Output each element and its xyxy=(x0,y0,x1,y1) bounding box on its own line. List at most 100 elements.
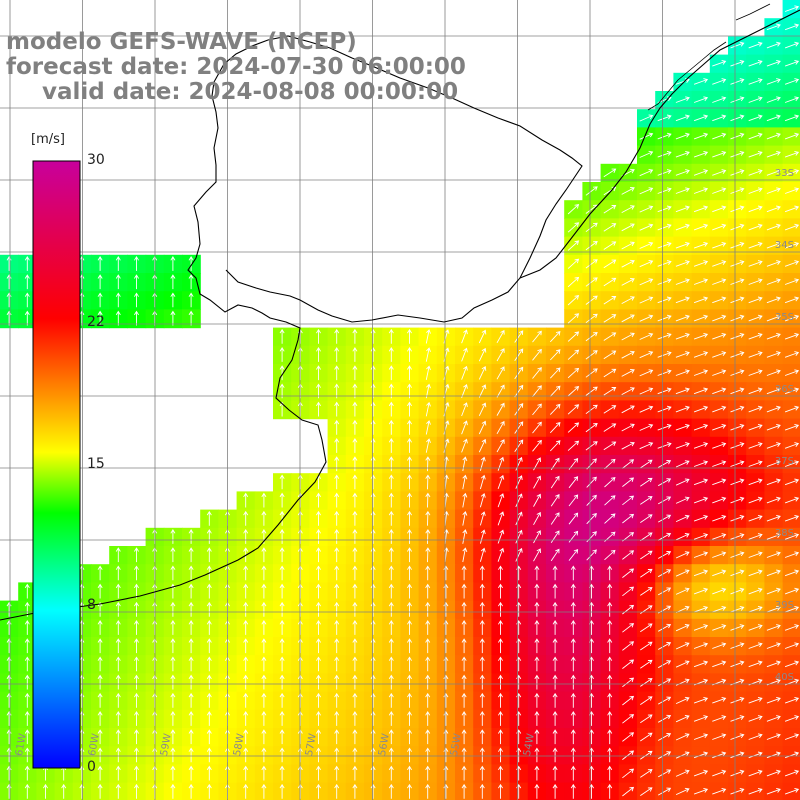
wind-arrow xyxy=(188,656,194,672)
wind-arrow xyxy=(730,460,745,467)
wind-arrow xyxy=(748,605,763,613)
wind-arrow xyxy=(621,405,635,414)
wind-arrow xyxy=(784,624,800,631)
wind-arrow xyxy=(607,601,613,617)
wind-arrow xyxy=(261,601,267,617)
wind-arrow xyxy=(640,568,653,578)
wind-arrow xyxy=(784,514,800,522)
wind-arrow xyxy=(712,405,727,413)
wind-arrow xyxy=(748,787,763,795)
wind-arrow xyxy=(748,332,763,340)
wind-arrow xyxy=(766,496,781,504)
wind-arrow xyxy=(479,711,485,726)
wind-arrow xyxy=(498,783,503,799)
wind-arrow xyxy=(675,624,690,632)
wind-arrow xyxy=(316,401,321,417)
wind-arrow xyxy=(352,456,358,472)
wind-arrow xyxy=(188,638,194,654)
wind-arrow xyxy=(657,678,672,687)
wind-arrow xyxy=(766,442,781,449)
wind-arrow xyxy=(784,496,800,504)
wind-arrow xyxy=(657,623,672,632)
wind-arrow xyxy=(461,365,468,380)
wind-arrow xyxy=(388,347,394,362)
wind-arrow xyxy=(498,729,503,745)
wind-arrow xyxy=(115,692,121,708)
wind-arrow xyxy=(6,729,12,745)
wind-arrow xyxy=(585,404,598,415)
wind-arrow xyxy=(640,732,653,742)
wind-arrow xyxy=(621,369,635,377)
wind-arrow xyxy=(334,419,340,435)
wind-arrow xyxy=(6,674,12,690)
wind-arrow xyxy=(766,514,781,522)
wind-arrow xyxy=(279,328,285,344)
wind-arrow xyxy=(784,5,800,12)
wind-arrow xyxy=(279,492,285,508)
wind-arrow xyxy=(61,783,67,799)
wind-arrow xyxy=(784,296,800,304)
wind-arrow xyxy=(388,711,394,726)
wind-arrow xyxy=(621,296,635,304)
wind-arrow xyxy=(170,529,176,544)
wind-arrow xyxy=(712,278,727,285)
wind-arrow xyxy=(407,638,412,654)
wind-arrow xyxy=(657,169,672,176)
wind-arrow xyxy=(639,223,654,231)
wind-arrow xyxy=(748,351,763,358)
wind-arrow xyxy=(766,533,781,540)
wind-arrow xyxy=(534,583,540,599)
wind-arrow xyxy=(784,351,800,358)
wind-arrow xyxy=(712,478,727,486)
wind-arrow xyxy=(693,533,709,540)
wind-arrow xyxy=(603,223,617,232)
wind-arrow xyxy=(693,260,709,267)
wind-arrow xyxy=(279,620,285,635)
wind-arrow xyxy=(261,510,267,526)
wind-arrow xyxy=(352,401,358,417)
wind-arrow xyxy=(206,547,212,563)
wind-arrow xyxy=(498,711,503,726)
wind-arrow xyxy=(115,674,121,690)
wind-arrow xyxy=(640,623,653,633)
wind-arrow xyxy=(532,385,542,397)
wind-arrow xyxy=(352,347,358,362)
wind-arrow xyxy=(334,674,340,690)
wind-arrow xyxy=(693,387,709,395)
wind-arrow xyxy=(622,732,635,742)
wind-arrow xyxy=(352,510,358,526)
wind-arrow xyxy=(657,132,672,140)
wind-arrow xyxy=(134,692,139,708)
wind-arrow xyxy=(134,729,139,745)
wind-arrow xyxy=(170,601,176,617)
wind-arrow xyxy=(334,510,340,526)
wind-arrow xyxy=(748,405,763,413)
wind-arrow xyxy=(425,492,431,508)
wind-arrow xyxy=(279,601,285,617)
wind-arrow xyxy=(730,351,745,358)
wind-arrow xyxy=(496,348,505,362)
wind-arrow xyxy=(479,529,486,544)
wind-arrow xyxy=(657,587,672,596)
wind-arrow xyxy=(766,205,781,213)
latitude-label: 36S xyxy=(774,384,794,395)
wind-arrow xyxy=(498,765,503,781)
wind-arrow xyxy=(279,547,285,563)
wind-arrow xyxy=(675,442,690,449)
wind-arrow xyxy=(188,601,194,617)
wind-arrow xyxy=(497,529,505,544)
wind-arrow xyxy=(115,638,121,654)
wind-arrow xyxy=(479,583,485,599)
wind-arrow xyxy=(134,783,139,799)
wind-arrow xyxy=(552,783,558,799)
wind-arrow xyxy=(316,547,321,563)
wind-arrow xyxy=(657,314,672,322)
wind-arrow xyxy=(552,565,558,581)
wind-arrow xyxy=(748,423,763,431)
wind-arrow xyxy=(352,711,358,726)
colorbar-unit: [m/s] xyxy=(31,132,65,147)
wind-arrow xyxy=(134,274,139,290)
wind-arrow xyxy=(748,769,763,777)
wind-arrow xyxy=(79,656,85,672)
